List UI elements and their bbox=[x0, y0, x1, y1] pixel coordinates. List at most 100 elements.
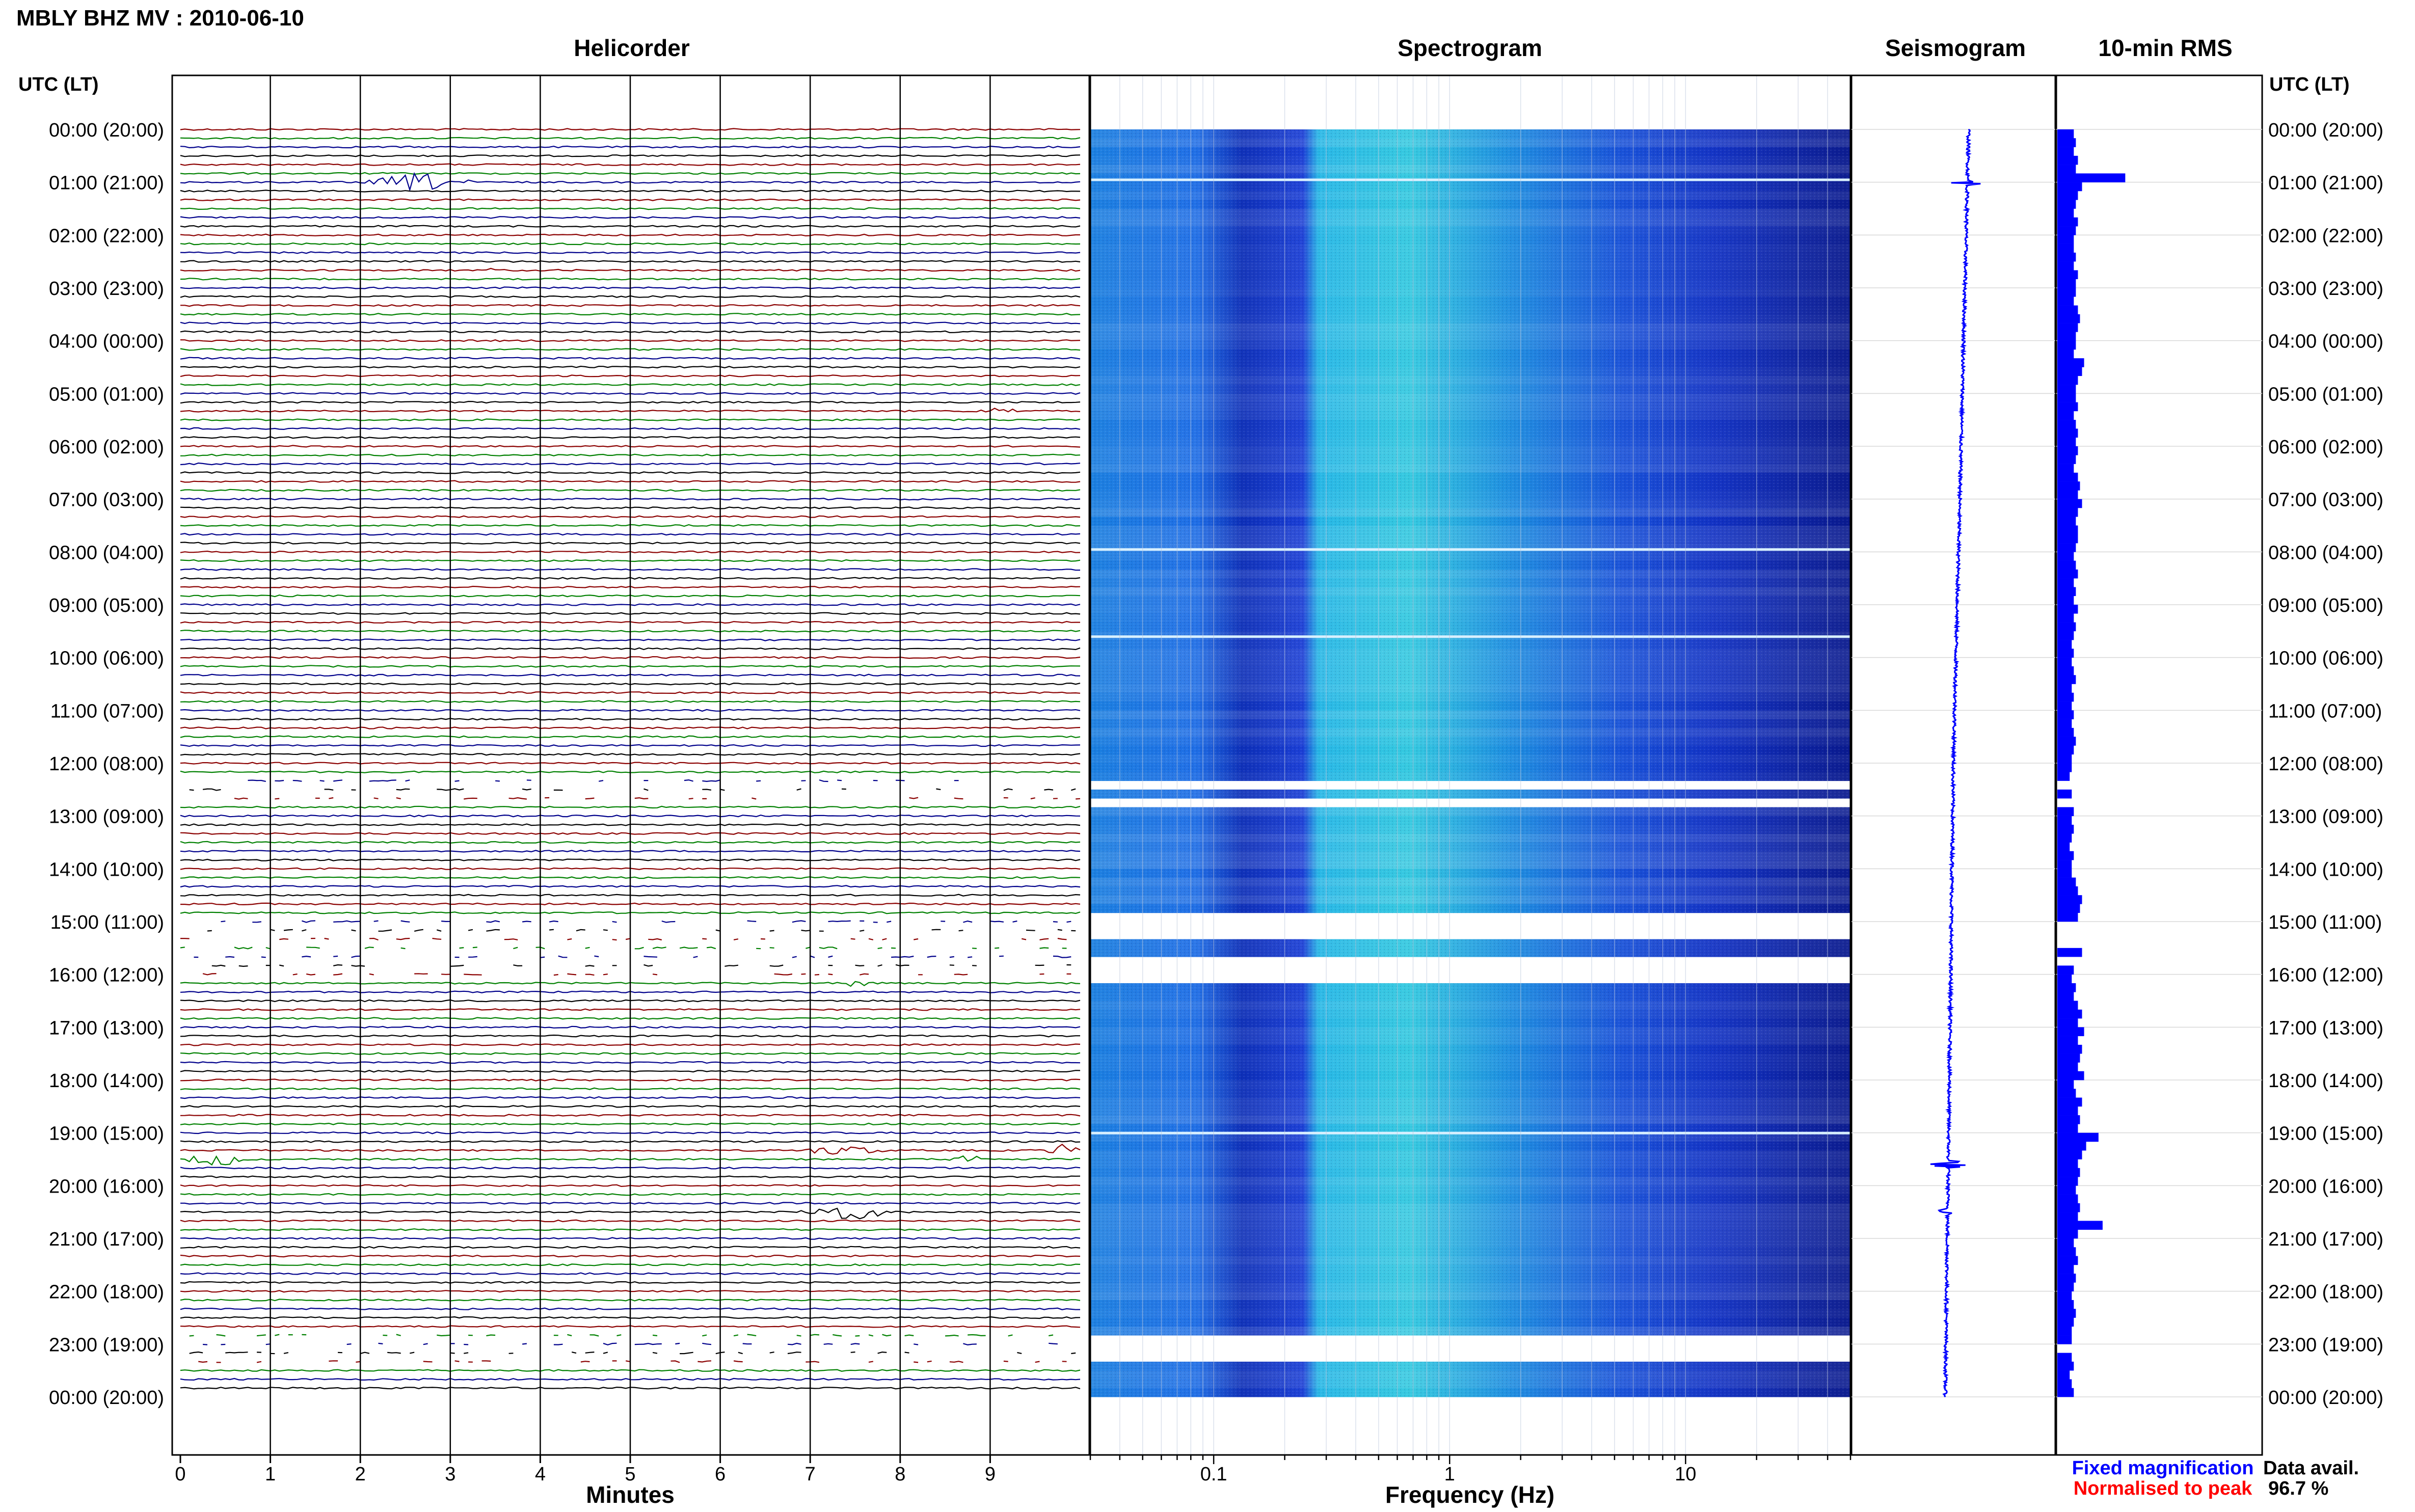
rms-bar bbox=[2057, 1291, 2072, 1301]
rms-bar bbox=[2057, 965, 2074, 975]
spectrogram-row-texture bbox=[1090, 1212, 1850, 1221]
rms-bar bbox=[2057, 367, 2082, 376]
rms-bar bbox=[2057, 1001, 2078, 1010]
spectrogram-row-texture bbox=[1090, 605, 1850, 614]
time-tick-label-right: 11:00 (07:00) bbox=[2268, 700, 2382, 722]
spectrogram-row-texture bbox=[1090, 666, 1850, 676]
spectrogram-row-texture bbox=[1090, 1159, 1850, 1169]
rms-bar bbox=[2057, 200, 2076, 209]
spectrogram-row-texture bbox=[1090, 833, 1850, 843]
rms-bar bbox=[2057, 208, 2074, 218]
helicorder-minute-gridlines bbox=[270, 75, 991, 1455]
spectrogram-x-ticks: 0.1 1 10 bbox=[1089, 1455, 1852, 1485]
spectrogram-row-texture bbox=[1090, 138, 1850, 148]
time-tick-label-left: 06:00 (02:00) bbox=[49, 437, 164, 458]
time-tick-label-right: 00:00 (20:00) bbox=[2268, 1387, 2383, 1409]
rms-bar bbox=[2057, 666, 2074, 676]
rms-bar bbox=[2057, 1177, 2078, 1186]
rms-bar bbox=[2057, 886, 2078, 896]
rms-bar bbox=[2057, 455, 2076, 464]
rms-bar bbox=[2057, 1132, 2099, 1142]
rms-bar bbox=[2057, 737, 2076, 746]
time-tick-label-left: 02:00 (22:00) bbox=[49, 225, 164, 247]
time-tick-label-right: 04:00 (00:00) bbox=[2268, 331, 2383, 353]
spectrogram-row-texture bbox=[1090, 1317, 1850, 1327]
rms-bar bbox=[2057, 1036, 2078, 1045]
rms-bar bbox=[2057, 948, 2082, 957]
time-tick-label-right: 03:00 (23:00) bbox=[2268, 278, 2383, 300]
rms-bar bbox=[2057, 983, 2076, 992]
rms-bar bbox=[2057, 631, 2074, 640]
rms-title: 10-min RMS bbox=[2098, 35, 2232, 61]
spectrogram-row-texture bbox=[1090, 235, 1850, 245]
time-tick-labels-right: 00:00 (20:00) 01:00 (21:00) 02:00 (22:00) 0… bbox=[2268, 120, 2383, 1409]
rms-bar bbox=[2057, 895, 2082, 904]
spectrogram-row-texture bbox=[1090, 411, 1850, 420]
spectrogram-row-texture bbox=[1090, 1124, 1850, 1133]
rms-bar bbox=[2057, 912, 2078, 922]
rms-bar bbox=[2057, 385, 2076, 394]
spectrogram-row-texture bbox=[1090, 701, 1850, 711]
spectrogram-row-texture bbox=[1090, 939, 1850, 949]
helicorder-trace bbox=[180, 947, 1067, 950]
rms-bar bbox=[2057, 1221, 2103, 1230]
time-tick-label-left: 23:00 (19:00) bbox=[49, 1334, 164, 1356]
spectrogram-row-texture bbox=[1090, 842, 1850, 852]
rms-bar bbox=[2057, 1238, 2074, 1248]
seismogram-panel bbox=[1850, 74, 2056, 1456]
rms-bar bbox=[2057, 191, 2078, 200]
spectrogram-row-texture bbox=[1090, 261, 1850, 271]
time-axis-label-left: UTC (LT) bbox=[18, 74, 99, 95]
spectrogram-row-texture bbox=[1090, 596, 1850, 605]
spectrogram-row-texture bbox=[1090, 1194, 1850, 1204]
rms-bar bbox=[2057, 816, 2072, 825]
time-tick-label-left: 15:00 (11:00) bbox=[50, 912, 164, 933]
rms-bar bbox=[2057, 1370, 2070, 1380]
spectrogram-row-texture bbox=[1090, 587, 1850, 597]
rms-bar bbox=[2057, 824, 2074, 834]
rms-bar bbox=[2057, 332, 2076, 341]
spectrogram-row-texture bbox=[1090, 1282, 1850, 1292]
spectrogram-row-texture bbox=[1090, 1132, 1850, 1142]
spectrogram-row-texture bbox=[1090, 622, 1850, 632]
spectrogram-row-texture bbox=[1090, 1001, 1850, 1010]
spectrogram-row-texture bbox=[1090, 772, 1850, 781]
spectrogram-row-texture bbox=[1090, 807, 1850, 817]
spectrogram-row-texture bbox=[1090, 349, 1850, 359]
rms-bar bbox=[2057, 1097, 2082, 1107]
spectrogram-row-texture bbox=[1090, 948, 1850, 957]
spectrogram-row-texture bbox=[1090, 1097, 1850, 1107]
spectrogram-row-texture bbox=[1090, 1027, 1850, 1037]
rms-bar bbox=[2057, 1044, 2082, 1054]
helicorder-trace bbox=[202, 973, 1071, 976]
spectrogram-xlabel: Frequency (Hz) bbox=[1385, 1481, 1554, 1508]
spectrogram-bright-line bbox=[1090, 548, 1850, 551]
rms-bar bbox=[2057, 877, 2076, 887]
rms-bar bbox=[2057, 578, 2074, 587]
spectrogram-row-texture bbox=[1090, 737, 1850, 746]
rms-bar bbox=[2057, 1335, 2072, 1344]
legend-fixed-magnification: Fixed magnification bbox=[2072, 1457, 2254, 1479]
spectrogram-row-texture bbox=[1090, 507, 1850, 517]
rms-bar bbox=[2057, 1326, 2072, 1336]
helicorder-x-ticks: 0 1 2 3 4 5 6 7 8 9 bbox=[175, 1455, 996, 1485]
time-tick-label-right: 16:00 (12:00) bbox=[2268, 965, 2383, 986]
helicorder-x-tick-label: 1 bbox=[265, 1464, 276, 1485]
spectrogram-row-texture bbox=[1090, 1247, 1850, 1257]
spectrogram-row-texture bbox=[1090, 279, 1850, 288]
helicorder-x-tick-label: 8 bbox=[895, 1464, 905, 1485]
time-tick-label-right: 15:00 (11:00) bbox=[2268, 912, 2382, 933]
spectrogram-row-texture bbox=[1090, 1274, 1850, 1283]
spectrogram-row-texture bbox=[1090, 437, 1850, 447]
rms-bar bbox=[2057, 613, 2074, 623]
rms-bar bbox=[2057, 1150, 2082, 1159]
spectrogram-row-texture bbox=[1090, 446, 1850, 455]
helicorder-x-tick-label: 0 bbox=[175, 1464, 185, 1485]
spectrogram-row-texture bbox=[1090, 1062, 1850, 1072]
spectrogram-row-texture bbox=[1090, 657, 1850, 667]
time-tick-label-left: 21:00 (17:00) bbox=[49, 1229, 164, 1250]
rms-bar bbox=[2057, 772, 2070, 781]
rms-bar bbox=[2057, 358, 2084, 367]
rms-bar bbox=[2057, 754, 2072, 764]
